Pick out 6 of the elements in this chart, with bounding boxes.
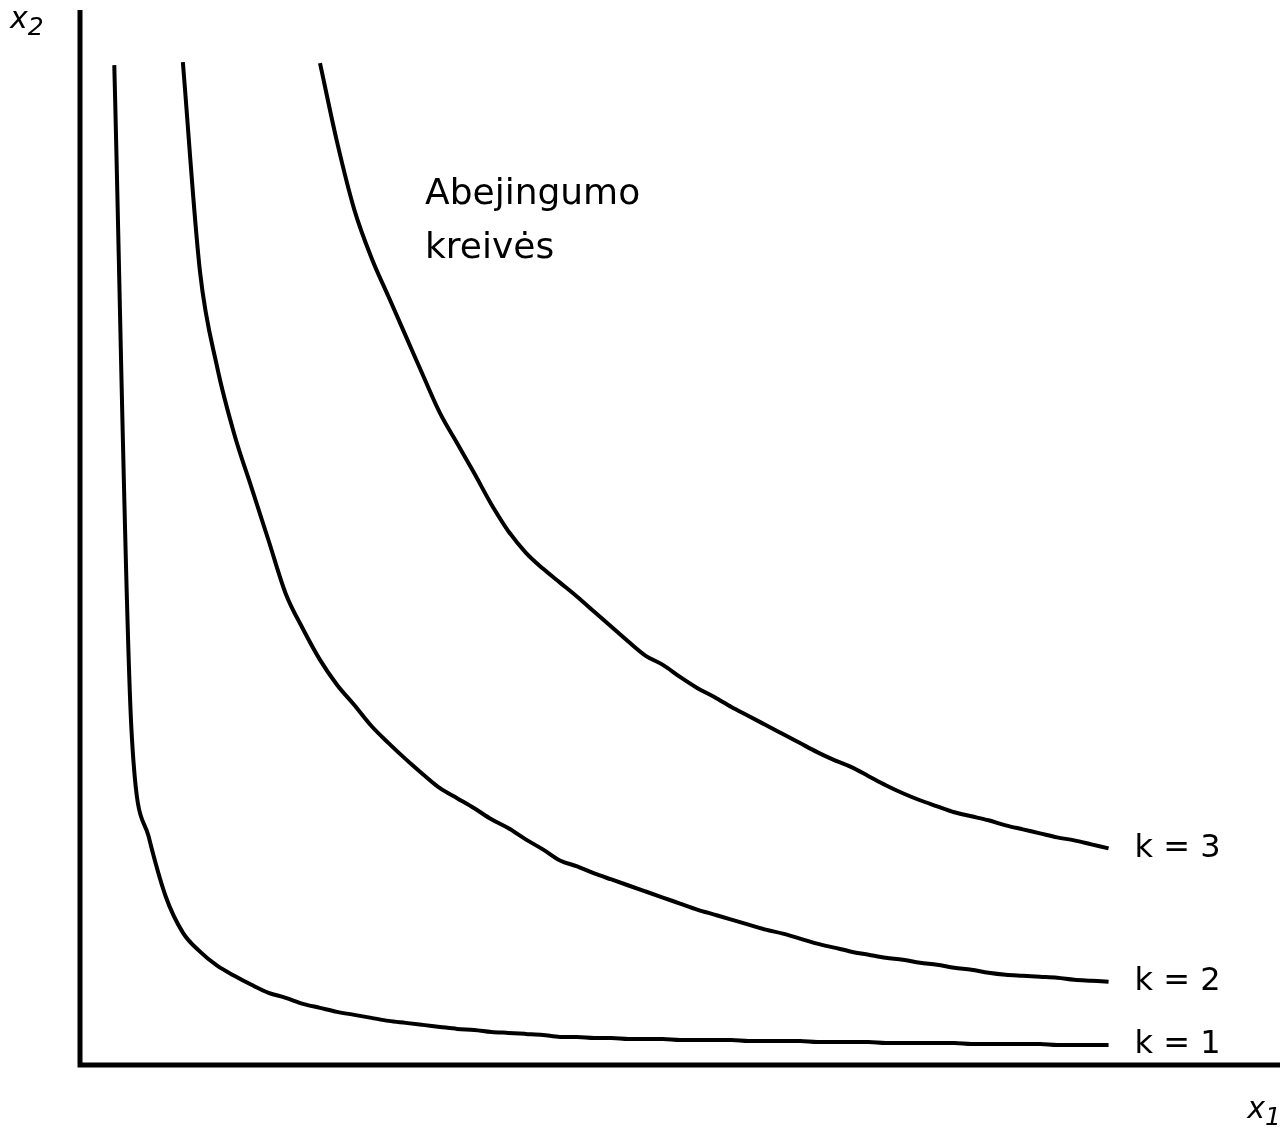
y-axis-title: x$_{2}$ [10, 0, 44, 41]
series-label: k = 3 [1134, 826, 1221, 865]
annotation: Abejingumo kreivės [425, 170, 642, 268]
series-label: k = 1 [1134, 1023, 1221, 1062]
series-label: k = 2 [1134, 960, 1221, 999]
x-axis-title: x$_{1}$ [1247, 1090, 1281, 1131]
